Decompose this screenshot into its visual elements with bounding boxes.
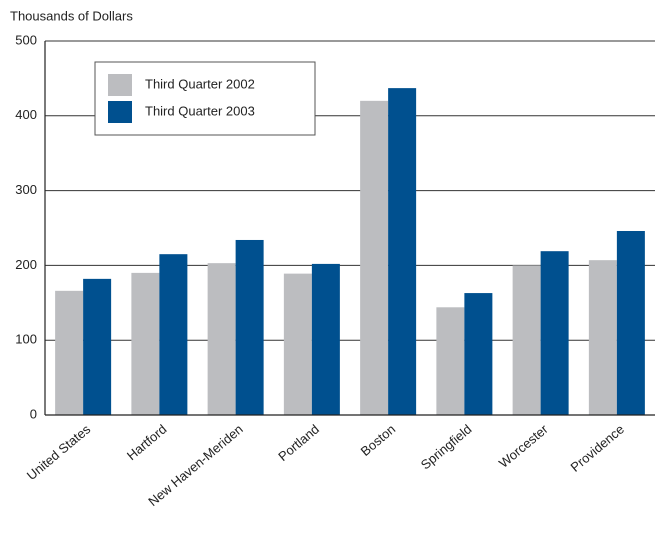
x-tick-label: Worcester (496, 421, 551, 471)
y-tick-label: 0 (30, 406, 37, 421)
x-tick-label: Providence (568, 421, 627, 474)
y-tick-label: 400 (15, 107, 37, 122)
bar (512, 265, 541, 415)
x-tick-label: Portland (275, 421, 322, 464)
y-tick-label: 500 (15, 32, 37, 47)
y-tick-label: 100 (15, 332, 37, 347)
y-axis-label: Thousands of Dollars (10, 8, 133, 23)
x-tick-label: Hartford (124, 421, 170, 463)
bar (83, 278, 112, 415)
bar (235, 239, 264, 415)
x-tick-label: United States (24, 421, 94, 483)
bar (388, 88, 417, 416)
legend-box (94, 61, 316, 136)
bar (207, 263, 236, 415)
legend-swatch (108, 101, 132, 123)
bar (283, 273, 312, 415)
legend-label: Third Quarter 2002 (145, 76, 255, 91)
legend-swatch (108, 74, 132, 96)
bar (131, 272, 160, 415)
y-tick-label: 200 (15, 257, 37, 272)
bar (159, 254, 188, 415)
bar (360, 100, 389, 415)
bar (464, 293, 493, 415)
x-tick-label: Springfield (418, 421, 475, 472)
legend-label: Third Quarter 2003 (145, 103, 255, 118)
bar (616, 230, 645, 415)
x-tick-label: Boston (358, 421, 399, 459)
bar (311, 263, 340, 415)
bar (588, 260, 617, 415)
bar (55, 290, 84, 415)
bar (436, 307, 465, 415)
y-tick-label: 300 (15, 182, 37, 197)
bar (540, 251, 569, 415)
